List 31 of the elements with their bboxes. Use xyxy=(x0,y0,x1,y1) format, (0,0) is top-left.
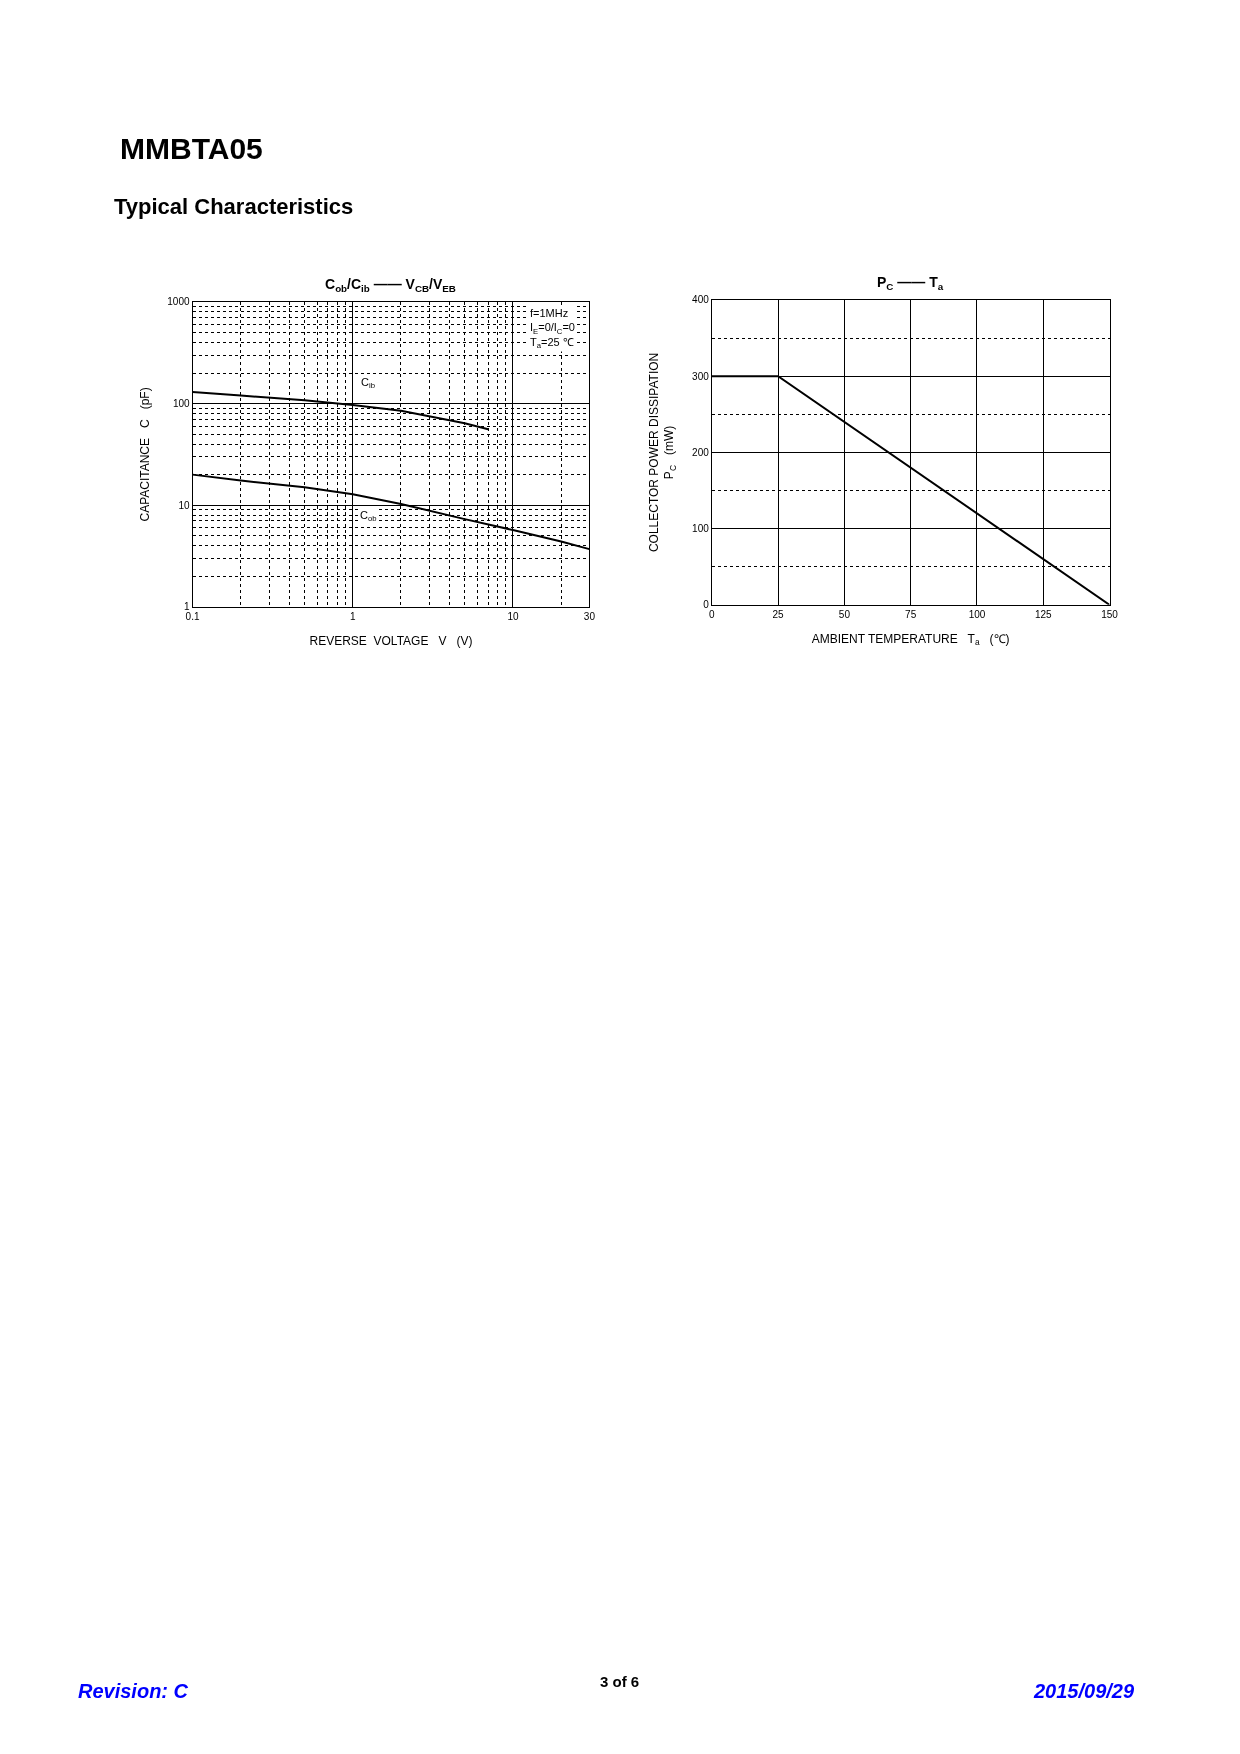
y-tick-label: 200 xyxy=(692,446,710,458)
series-label: C$_{ib}$ xyxy=(361,376,375,391)
x-tick-label: 30 xyxy=(583,610,596,622)
x-axis-title: AMBIENT TEMPERATURE T$_{a}$ (℃) xyxy=(811,631,1010,648)
chart-title: C$_{ob}$/C$_{ib}$ —— V$_{CB}$/V$_{EB}$ xyxy=(325,276,456,294)
x-tick-label: 0.1 xyxy=(185,610,200,622)
x-tick-label: 10 xyxy=(507,610,519,622)
x-tick-label: 125 xyxy=(1034,608,1053,620)
text: 3 of 6 xyxy=(600,1673,640,1690)
y-tick-label: 1000 xyxy=(167,296,191,308)
y-axis-title: CAPACITANCE C (pF) xyxy=(137,387,152,522)
text: f=1MHz I$_{E}$=0/I$_{C}$=0 T$_{a}$=25 ℃ xyxy=(530,307,575,350)
text: Revision: C xyxy=(78,1680,189,1702)
y-tick-label: 10 xyxy=(178,499,191,511)
x-tick-label: 150 xyxy=(1101,608,1119,620)
y-tick-label: 100 xyxy=(692,523,710,535)
text: Typical Characteristics xyxy=(114,194,354,219)
chart-title: P$_{C}$ —— T$_{a}$ xyxy=(877,274,944,292)
x-axis-title: REVERSE VOLTAGE V (V) xyxy=(309,633,473,648)
y-tick-label: 0 xyxy=(703,599,710,611)
x-tick-label: 100 xyxy=(968,608,986,620)
y-tick-label: 400 xyxy=(692,294,710,306)
series-label: C$_{ob}$ xyxy=(360,509,377,524)
x-tick-label: 50 xyxy=(838,608,851,620)
x-tick-label: 1 xyxy=(349,610,356,622)
x-tick-label: 25 xyxy=(772,608,785,620)
y-tick-label: 100 xyxy=(172,398,191,410)
x-tick-label: 75 xyxy=(905,608,917,620)
text: MMBTA05 xyxy=(120,132,263,165)
y-tick-label: 300 xyxy=(692,370,710,382)
text: 2015/09/29 xyxy=(1033,1680,1135,1702)
